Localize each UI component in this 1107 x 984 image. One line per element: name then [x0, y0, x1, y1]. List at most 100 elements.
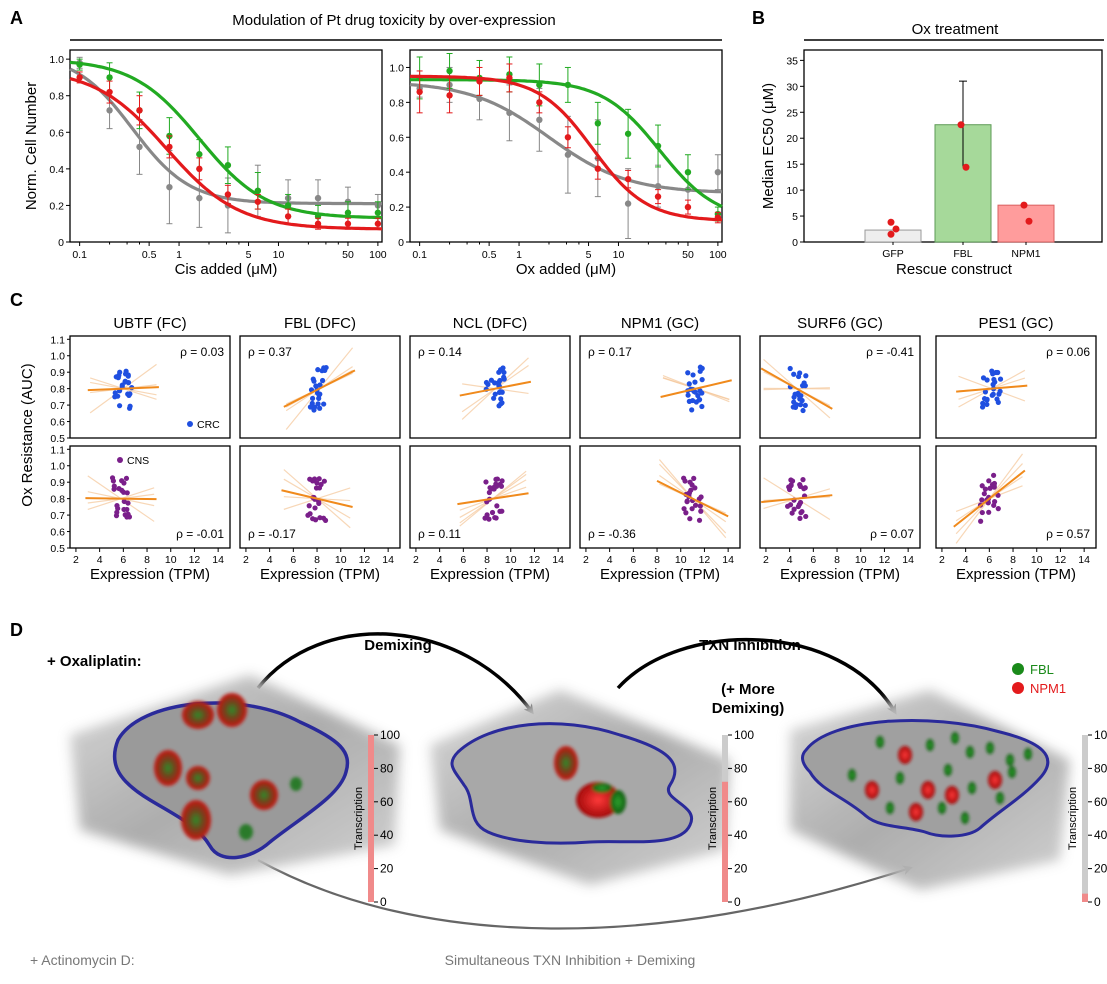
replicate-point — [1025, 217, 1033, 225]
regression-line — [660, 379, 732, 399]
crc-data-point — [697, 364, 703, 370]
regression-line — [656, 479, 729, 518]
crc-data-point — [692, 379, 698, 385]
cns-data-point — [691, 475, 697, 481]
rho-label: ρ = 0.07 — [870, 527, 914, 541]
crc-data-point — [689, 407, 695, 413]
x-tick-label: GFP — [882, 248, 904, 260]
x-tick-label: 0.1 — [72, 249, 87, 261]
crc-data-point — [696, 397, 702, 403]
crc-data-point — [982, 389, 989, 395]
x-tick-label: 10 — [273, 249, 285, 261]
nucleolus — [554, 746, 578, 780]
x-tick-label: 4 — [267, 554, 273, 566]
data-point-npm1 — [284, 213, 292, 220]
crc-data-point — [498, 396, 504, 402]
y-axis-label: Median EC50 (μM) — [760, 83, 777, 209]
cns-data-point — [121, 498, 127, 505]
subplot-frame — [935, 335, 1097, 439]
crc-data-point — [699, 377, 705, 383]
cns-data-point — [493, 476, 499, 482]
rho-label: ρ = 0.37 — [248, 345, 292, 359]
cns-data-point — [681, 475, 687, 481]
x-tick-label: 1 — [176, 249, 182, 261]
colorbar-tick-label: 40 — [1094, 828, 1107, 842]
rho-label: ρ = -0.36 — [588, 527, 636, 541]
crc-data-point — [485, 381, 491, 387]
y-tick-label: 1.0 — [49, 54, 64, 66]
colorbar-tick-label: 100 — [380, 728, 400, 742]
x-tick-label: 8 — [144, 554, 150, 566]
subplot-frame — [69, 335, 231, 439]
colorbar-fill — [722, 781, 728, 902]
regression-line — [281, 489, 353, 509]
crc-data-point — [311, 407, 317, 413]
crc-data-point — [315, 401, 321, 407]
cns-data-point — [789, 510, 795, 516]
data-point-npm1 — [254, 198, 262, 205]
nucleolus — [610, 790, 626, 814]
cns-data-point — [696, 517, 703, 523]
x-tick-label: 12 — [189, 554, 201, 566]
crc-data-point — [790, 404, 796, 410]
txn-inhibition-arrow — [616, 637, 897, 715]
nucleolus — [154, 750, 182, 786]
cns-data-point — [986, 509, 992, 515]
y-tick-label: 1.1 — [50, 334, 65, 346]
cell-outline — [450, 722, 694, 845]
cns-data-point — [982, 486, 989, 492]
data-point-npm1 — [594, 165, 602, 172]
data-point-npm1 — [506, 74, 513, 82]
cns-data-point — [692, 502, 699, 508]
x-tick-label: 6 — [630, 554, 636, 566]
plot-frame — [69, 49, 383, 243]
data-point-npm1 — [196, 165, 203, 173]
x-tick-label: 50 — [342, 249, 354, 261]
x-tick-label: 2 — [583, 554, 589, 566]
crc-data-point — [791, 399, 797, 405]
crc-data-point — [980, 375, 987, 381]
data-point-npm1 — [476, 78, 483, 85]
cns-data-point — [493, 515, 499, 521]
legend-crc-label: CRC — [197, 419, 220, 431]
x-tick-label: 2 — [939, 554, 945, 566]
nucleolus — [886, 802, 894, 814]
rho-label: ρ = 0.14 — [418, 345, 462, 359]
subplot-frame — [239, 445, 401, 549]
crc-data-point — [686, 381, 692, 387]
cns-data-point — [991, 502, 997, 508]
crc-data-point — [991, 376, 997, 383]
crc-data-point — [699, 403, 705, 410]
colorbar-tick-label: 80 — [1094, 761, 1107, 775]
crc-data-point — [501, 374, 507, 380]
panel-letter-a: A — [10, 8, 23, 28]
panel-b: B Ox treatment 0 5 10 15 20 25 30 35 Median EC50… — [752, 8, 1104, 278]
cns-data-point — [307, 476, 313, 482]
y-tick-label: 0.6 — [49, 127, 64, 139]
subplot-frame — [759, 335, 921, 439]
nucleolus — [951, 732, 959, 744]
colorbar-label: Transcription — [353, 787, 365, 850]
data-point-gfp — [136, 143, 143, 151]
legend-npm1-label: NPM1 — [1030, 681, 1066, 696]
crc-data-point — [803, 373, 809, 379]
cns-data-point — [486, 489, 492, 496]
x-tick-label: 12 — [359, 554, 371, 566]
crc-data-point — [500, 365, 506, 371]
rho-label: ρ = 0.11 — [418, 527, 461, 541]
x-tick-label: 14 — [382, 554, 394, 566]
x-tick-label: 5 — [586, 249, 592, 261]
legend-npm1-marker — [1012, 682, 1024, 694]
panel-letter-b: B — [752, 8, 765, 28]
cns-data-point — [499, 508, 505, 514]
cns-data-point — [795, 503, 801, 510]
y-tick-label: 0.5 — [50, 543, 65, 555]
cns-data-point — [979, 509, 985, 516]
chart-ec50: 0 5 10 15 20 25 30 35 Median EC50 (μM) Rescue con… — [760, 49, 1103, 278]
crc-data-point — [496, 403, 502, 409]
rho-label: ρ = 0.06 — [1046, 345, 1090, 359]
cns-data-point — [482, 515, 488, 521]
crc-data-point — [981, 396, 988, 402]
x-tick-label: 10 — [505, 554, 517, 566]
panel-c-ylabel: Ox Resistance (AUC) — [19, 363, 36, 506]
